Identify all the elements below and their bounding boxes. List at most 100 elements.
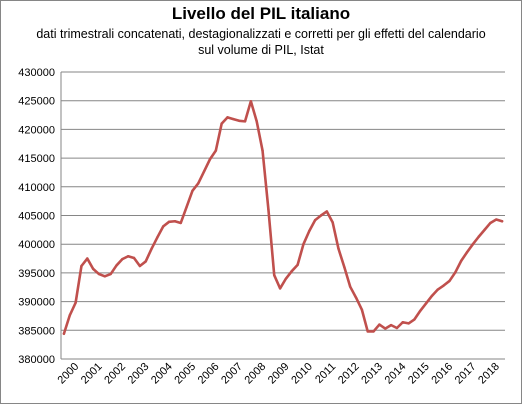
y-tick-label: 430000 xyxy=(18,67,55,79)
x-tick-label: 2008 xyxy=(242,361,268,387)
data-point xyxy=(331,221,334,224)
y-tick-label: 425000 xyxy=(18,96,55,108)
data-point xyxy=(202,170,206,173)
data-point xyxy=(156,236,159,239)
x-tick-label: 2016 xyxy=(429,361,455,387)
data-point xyxy=(214,149,218,152)
data-point xyxy=(91,267,95,271)
series-line xyxy=(62,99,504,336)
y-tick-label: 385000 xyxy=(18,325,55,337)
data-point xyxy=(401,321,404,324)
data-point xyxy=(121,257,124,261)
data-point xyxy=(261,149,264,152)
data-point xyxy=(138,264,142,268)
chart-subtitle-line-2: sul volume di PIL, Istat xyxy=(198,43,324,57)
gridlines xyxy=(60,71,505,360)
data-point xyxy=(267,207,270,211)
data-point xyxy=(325,210,329,213)
data-point xyxy=(442,284,445,287)
y-tick-label: 405000 xyxy=(18,211,55,223)
data-point xyxy=(191,189,194,193)
x-tick-label: 2015 xyxy=(406,361,432,387)
x-tick-label: 2003 xyxy=(126,361,152,387)
y-tick-label: 380000 xyxy=(18,354,55,366)
data-point xyxy=(232,117,235,121)
data-point xyxy=(179,221,182,225)
series-group xyxy=(62,99,504,336)
data-point xyxy=(126,255,130,258)
data-point xyxy=(308,229,311,233)
x-tick-label: 2017 xyxy=(453,361,479,387)
data-point xyxy=(319,214,323,217)
data-point xyxy=(313,218,317,222)
data-point xyxy=(302,243,305,246)
data-point xyxy=(419,309,422,312)
x-tick-label: 2009 xyxy=(266,361,292,387)
x-tick-label: 2007 xyxy=(219,361,245,387)
data-point xyxy=(389,323,393,327)
data-point xyxy=(366,330,369,333)
data-point xyxy=(413,318,416,321)
data-point xyxy=(167,220,171,224)
data-point xyxy=(290,269,293,273)
data-point xyxy=(173,220,177,223)
data-point xyxy=(337,247,340,250)
data-point xyxy=(237,119,241,122)
x-tick-label: 2018 xyxy=(476,361,502,387)
x-tick-label: 2004 xyxy=(149,361,175,387)
data-point xyxy=(436,288,440,291)
data-point xyxy=(150,247,153,250)
data-point xyxy=(109,272,112,276)
data-point xyxy=(249,100,253,103)
data-point xyxy=(162,225,165,228)
y-axis-ticks: 380000 385000 390000 395000 400000 405000 4100… xyxy=(18,67,55,366)
x-tick-label: 2002 xyxy=(102,361,128,387)
data-point xyxy=(454,271,457,274)
data-point xyxy=(115,264,118,267)
data-point xyxy=(465,251,469,254)
data-point xyxy=(226,116,229,119)
data-point xyxy=(273,274,276,277)
data-point xyxy=(62,332,66,335)
data-point xyxy=(208,158,212,161)
y-tick-label: 390000 xyxy=(18,297,55,309)
y-tick-label: 400000 xyxy=(18,239,55,251)
y-tick-label: 420000 xyxy=(18,124,55,136)
x-tick-label: 2011 xyxy=(313,361,338,386)
data-point xyxy=(395,326,399,330)
data-point xyxy=(495,218,498,221)
x-tick-label: 2006 xyxy=(196,361,222,387)
chart-title: Livello del PIL italiano xyxy=(171,4,351,23)
data-point xyxy=(68,314,71,317)
data-point xyxy=(384,327,387,330)
x-tick-label: 2005 xyxy=(172,361,198,387)
x-tick-label: 2010 xyxy=(289,361,315,387)
data-point xyxy=(500,220,504,223)
data-point xyxy=(483,228,486,232)
data-point xyxy=(255,120,258,123)
data-point xyxy=(243,120,247,123)
x-tick-label: 2000 xyxy=(56,361,82,387)
data-point xyxy=(360,308,364,311)
data-point xyxy=(430,294,434,298)
data-point xyxy=(296,263,299,267)
data-point xyxy=(343,265,346,269)
x-tick-label: 2012 xyxy=(336,361,362,387)
data-point xyxy=(471,243,475,246)
chart-subtitle-line-1: dati trimestrali concatenati, destagiona… xyxy=(36,27,486,41)
data-point xyxy=(74,301,77,304)
data-point xyxy=(372,330,375,333)
data-point xyxy=(477,235,480,238)
data-point xyxy=(132,256,136,260)
data-point xyxy=(407,322,410,325)
data-point xyxy=(489,221,492,225)
data-point xyxy=(86,257,89,260)
y-tick-label: 410000 xyxy=(18,182,55,194)
x-tick-label: 2013 xyxy=(359,361,385,387)
data-point xyxy=(103,275,107,278)
x-tick-label: 2001 xyxy=(79,361,105,387)
data-point xyxy=(354,296,358,299)
data-point xyxy=(144,260,147,263)
